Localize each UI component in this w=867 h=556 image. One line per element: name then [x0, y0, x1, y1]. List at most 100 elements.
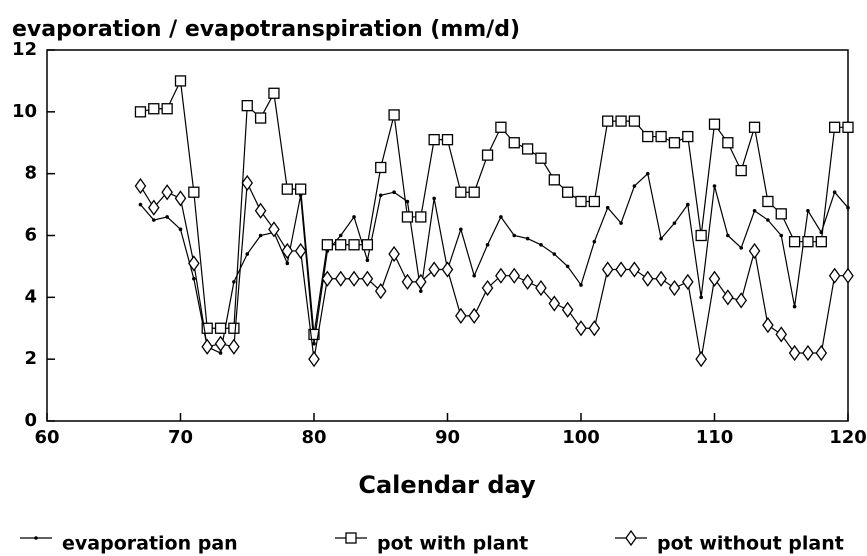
marker: [655, 130, 667, 143]
marker: [152, 218, 156, 222]
marker: [806, 208, 810, 213]
marker: [365, 258, 370, 263]
marker: [214, 322, 227, 334]
marker: [174, 190, 187, 207]
marker: [441, 134, 454, 146]
marker: [481, 149, 494, 161]
marker: [201, 322, 213, 334]
marker: [735, 164, 747, 177]
marker: [281, 242, 294, 260]
marker: [521, 273, 534, 290]
marker: [766, 218, 770, 222]
marker: [441, 261, 454, 278]
marker: [655, 270, 667, 287]
marker: [722, 289, 734, 306]
marker: [361, 270, 374, 287]
marker: [378, 193, 383, 198]
legend-label: pot without plant: [657, 533, 844, 555]
legend-marker: [34, 536, 38, 540]
marker: [722, 137, 734, 149]
marker: [588, 195, 600, 208]
marker: [134, 177, 147, 195]
marker: [481, 279, 494, 297]
marker: [562, 186, 574, 198]
marker: [361, 239, 374, 251]
marker: [615, 115, 627, 127]
x-tick-label: 80: [301, 427, 326, 448]
marker: [455, 307, 467, 325]
y-tick-label: 12: [12, 39, 37, 60]
marker: [321, 270, 334, 287]
y-tick-label: 8: [24, 163, 37, 184]
marker: [632, 184, 637, 188]
marker: [348, 239, 360, 251]
marker: [739, 246, 743, 250]
marker: [401, 211, 414, 223]
marker: [428, 134, 440, 146]
marker: [539, 242, 543, 247]
marker: [148, 103, 160, 115]
marker: [846, 205, 850, 210]
marker: [188, 186, 200, 198]
marker: [338, 233, 343, 238]
marker: [628, 261, 641, 278]
x-tick-label: 60: [34, 427, 59, 448]
marker: [565, 264, 570, 269]
marker: [619, 221, 623, 225]
marker: [828, 267, 841, 284]
y-tick-label: 2: [24, 348, 37, 369]
marker: [535, 279, 547, 297]
marker: [459, 227, 463, 232]
marker: [521, 143, 534, 155]
marker: [388, 245, 400, 263]
x-tick-label: 90: [435, 427, 460, 448]
legend-marker: [625, 529, 637, 547]
marker: [245, 252, 250, 256]
marker: [672, 221, 677, 225]
marker: [641, 270, 654, 287]
marker: [468, 307, 480, 325]
marker: [334, 270, 347, 287]
marker: [832, 190, 837, 195]
marker: [392, 190, 396, 195]
marker: [374, 283, 387, 300]
marker: [682, 273, 694, 290]
marker: [254, 112, 267, 124]
marker: [174, 75, 187, 87]
y-tick-label: 6: [24, 225, 37, 246]
marker: [775, 208, 787, 220]
legend-label: pot with plant: [377, 533, 528, 555]
marker: [726, 233, 730, 238]
chart-title: evaporation / evapotranspiration (mm/d): [12, 17, 520, 42]
marker: [401, 273, 414, 290]
marker: [218, 351, 223, 355]
marker: [548, 295, 561, 312]
marker: [699, 295, 703, 300]
marker: [254, 202, 267, 219]
marker: [428, 261, 440, 278]
marker: [695, 351, 707, 368]
x-tick-label: 110: [696, 427, 734, 448]
series-line: [139, 172, 849, 354]
marker: [321, 239, 334, 251]
marker: [308, 351, 320, 368]
marker: [579, 283, 583, 287]
marker: [285, 261, 290, 266]
marker: [432, 196, 436, 201]
marker: [348, 270, 360, 287]
marker: [134, 106, 147, 118]
marker: [695, 229, 707, 242]
marker: [788, 236, 801, 248]
marker: [748, 121, 761, 133]
marker: [312, 341, 316, 346]
marker: [842, 267, 854, 284]
marker: [178, 227, 183, 232]
marker: [748, 242, 761, 260]
marker: [308, 328, 320, 341]
marker: [268, 221, 280, 238]
marker: [561, 301, 574, 318]
marker: [388, 109, 400, 121]
marker: [508, 137, 520, 149]
x-tick-label: 70: [168, 427, 193, 448]
